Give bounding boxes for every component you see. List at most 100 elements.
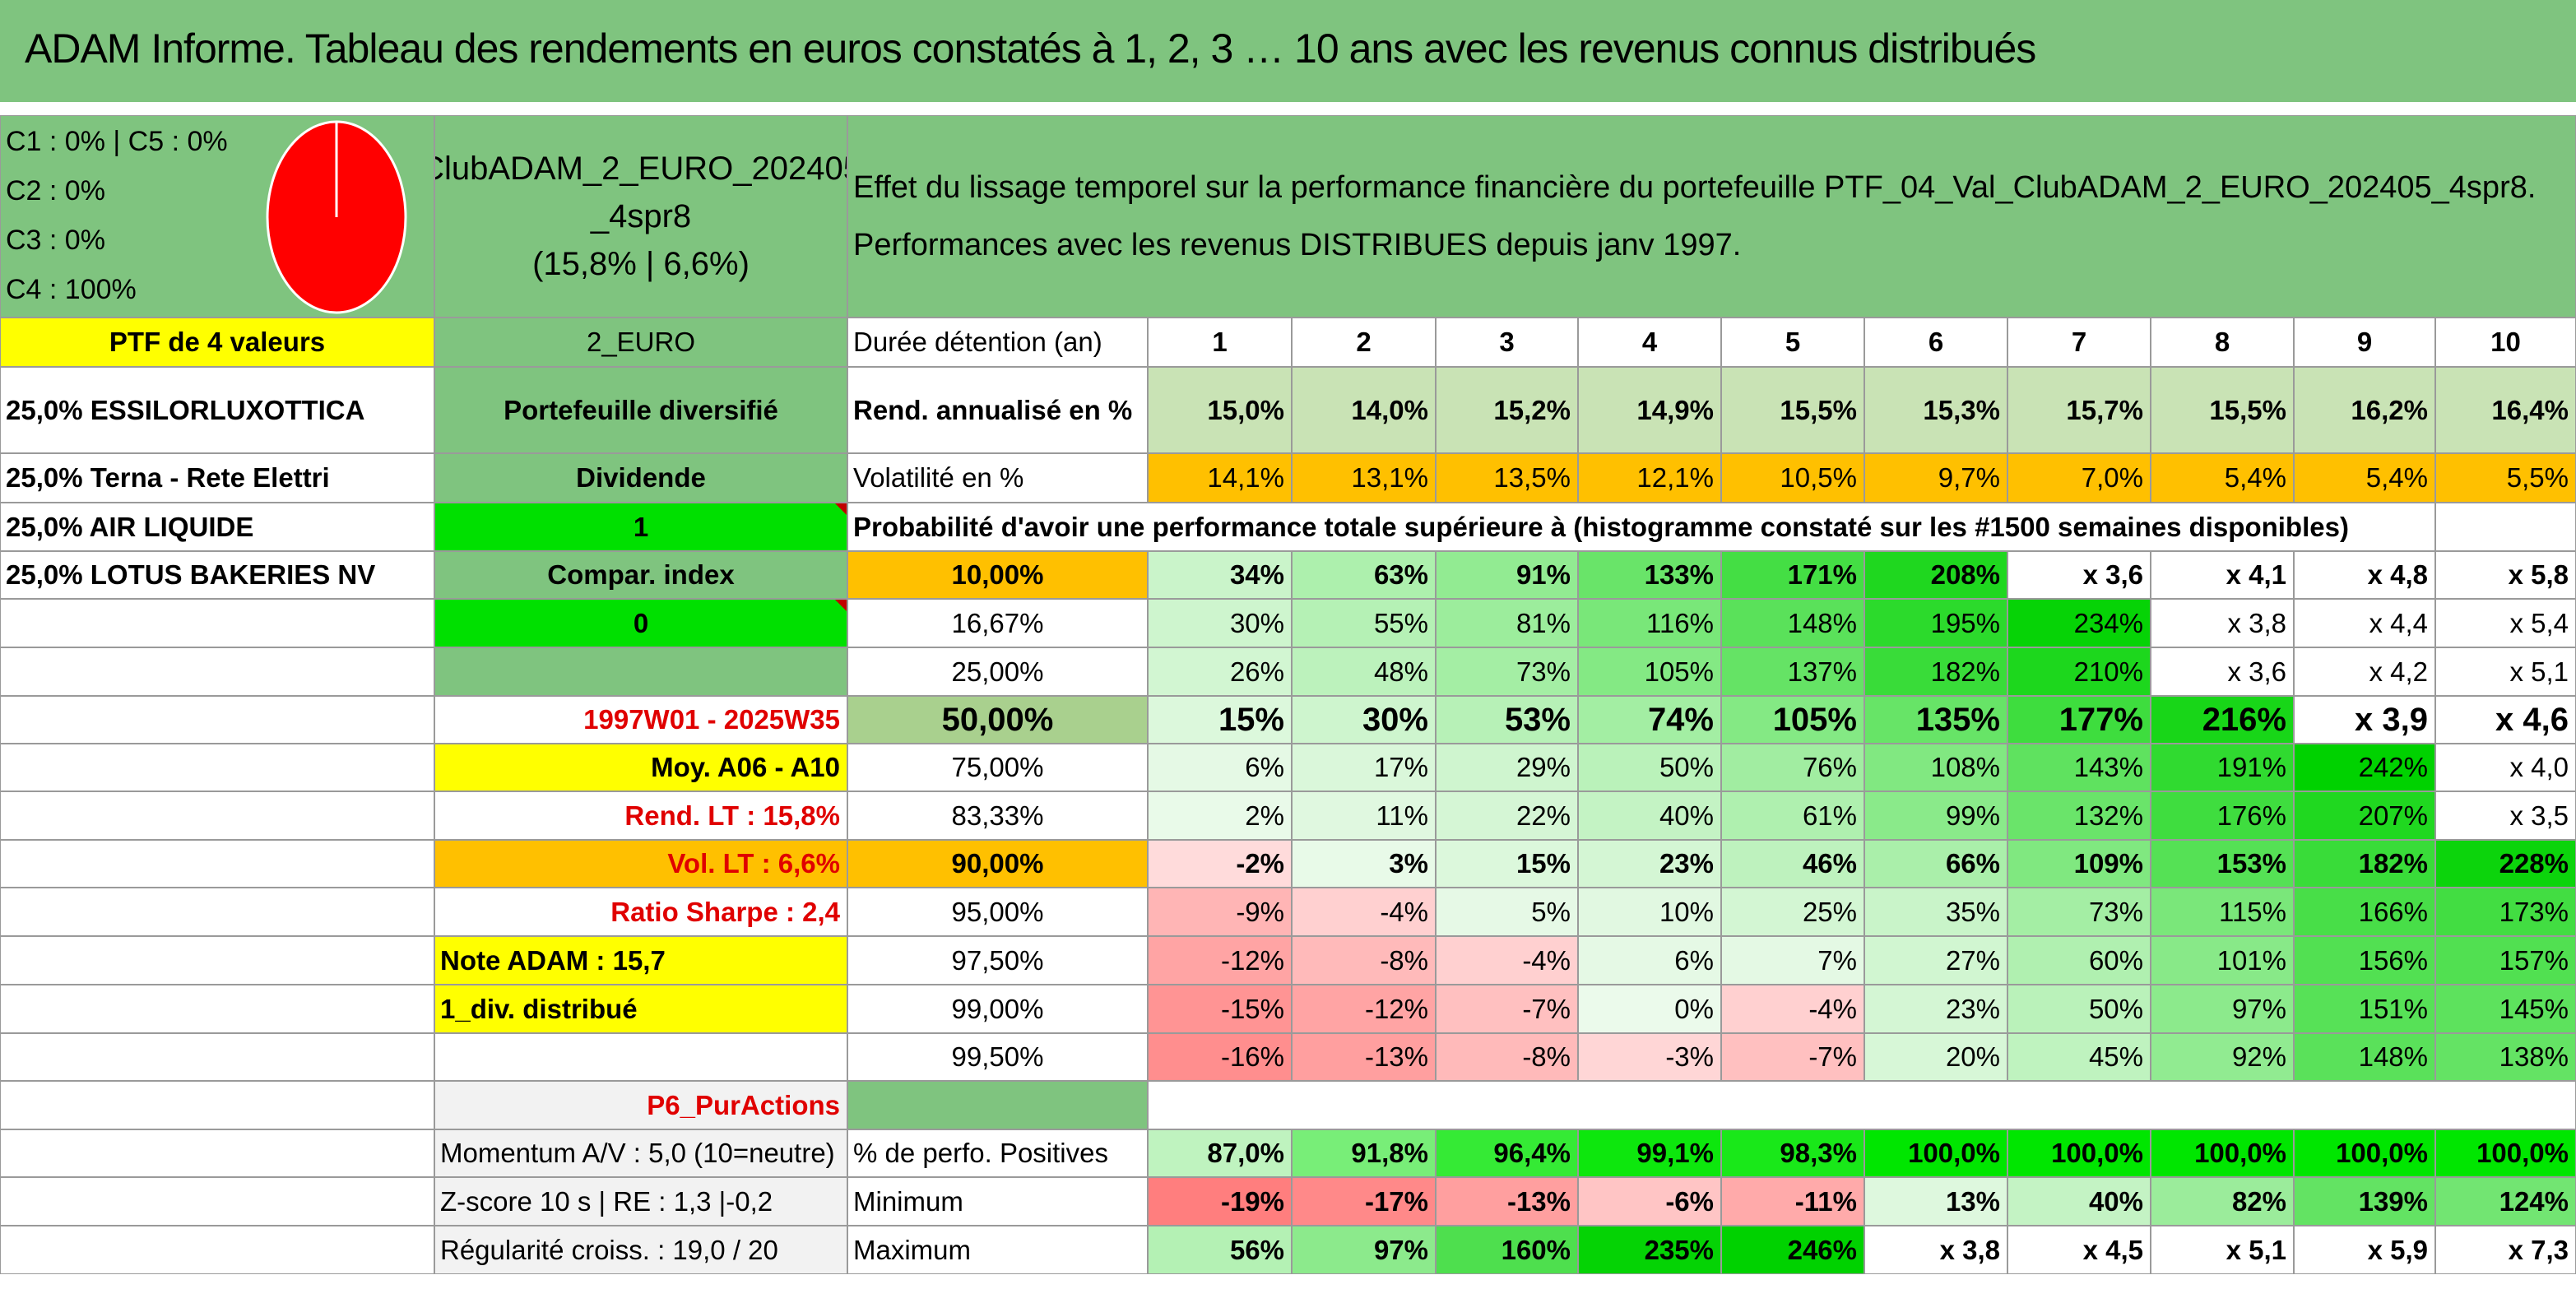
probability-value: 7% — [1721, 936, 1864, 985]
empty-cell — [2435, 503, 2576, 551]
empty-cell — [434, 647, 847, 696]
probability-value: 23% — [1864, 985, 2007, 1033]
probability-value: 73% — [1436, 647, 1578, 696]
probability-value: 15% — [1436, 840, 1578, 888]
probability-threshold: 16,67% — [847, 599, 1148, 647]
volatility-value: 13,5% — [1436, 453, 1578, 503]
positive-perf-value: 100,0% — [2151, 1129, 2294, 1177]
report-title: ADAM Informe. Tableau des rendements en … — [25, 26, 2036, 72]
probability-value: 138% — [2435, 1033, 2576, 1081]
probability-value: -2% — [1148, 840, 1292, 888]
maximum-value: x 4,5 — [2007, 1226, 2151, 1274]
probability-value: 105% — [1721, 696, 1864, 744]
probability-value: x 3,9 — [2294, 696, 2435, 744]
maximum-label: Maximum — [847, 1226, 1148, 1274]
allocation-line: C2 : 0% — [6, 175, 105, 206]
probability-value: 157% — [2435, 936, 2576, 985]
probability-value: 173% — [2435, 888, 2576, 936]
probability-value: 61% — [1721, 791, 1864, 840]
probability-value: 91% — [1436, 551, 1578, 599]
minimum-value: 82% — [2151, 1177, 2294, 1226]
holding-item: 25,0% ESSILORLUXOTTICA — [0, 367, 434, 453]
probability-value: 182% — [2294, 840, 2435, 888]
momentum-label: Momentum A/V : 5,0 (10=neutre) — [434, 1129, 847, 1177]
annual-return-value: 15,3% — [1864, 367, 2007, 453]
probability-value: -4% — [1436, 936, 1578, 985]
maximum-value: 160% — [1436, 1226, 1578, 1274]
probability-threshold: 99,00% — [847, 985, 1148, 1033]
empty-cell — [0, 1033, 434, 1081]
year-header: 2 — [1292, 318, 1436, 367]
maximum-value: 97% — [1292, 1226, 1436, 1274]
probability-threshold: 10,00% — [847, 551, 1148, 599]
positive-perf-value: 98,3% — [1721, 1129, 1864, 1177]
probability-value: x 5,1 — [2435, 647, 2576, 696]
empty-cell — [434, 1033, 847, 1081]
empty-cell — [0, 985, 434, 1033]
probability-value: 151% — [2294, 985, 2435, 1033]
annual-return-label: Rend. annualisé en % — [847, 367, 1148, 453]
empty-cell — [1148, 1081, 2576, 1129]
probability-value: x 4,4 — [2294, 599, 2435, 647]
probability-value: 6% — [1578, 936, 1721, 985]
probability-value: 35% — [1864, 888, 2007, 936]
probability-value: 48% — [1292, 647, 1436, 696]
empty-cell — [0, 936, 434, 985]
positive-perf-value: 99,1% — [1578, 1129, 1721, 1177]
period-label: 1997W01 - 2025W35 — [434, 696, 847, 744]
positive-perf-value: 100,0% — [2435, 1129, 2576, 1177]
probability-value: 74% — [1578, 696, 1721, 744]
portfolio-name-suffix: _4spr8 — [590, 198, 692, 234]
probability-value: 133% — [1578, 551, 1721, 599]
minimum-value: 13% — [1864, 1177, 2007, 1226]
probability-value: x 4,6 — [2435, 696, 2576, 744]
probability-value: x 3,6 — [2151, 647, 2294, 696]
minimum-value: -19% — [1148, 1177, 1292, 1226]
annual-return-value: 16,2% — [2294, 367, 2435, 453]
probability-value: 143% — [2007, 744, 2151, 791]
probability-value: x 3,6 — [2007, 551, 2151, 599]
effect-description-line: Performances avec les revenus DISTRIBUES… — [853, 228, 1742, 262]
positive-perf-value: 100,0% — [2294, 1129, 2435, 1177]
probability-value: 29% — [1436, 744, 1578, 791]
probability-value: 99% — [1864, 791, 2007, 840]
probability-value: 11% — [1292, 791, 1436, 840]
probability-value: 27% — [1864, 936, 2007, 985]
positive-perf-value: 91,8% — [1292, 1129, 1436, 1177]
probability-value: -12% — [1292, 985, 1436, 1033]
probability-threshold: 99,50% — [847, 1033, 1148, 1081]
minimum-value: 40% — [2007, 1177, 2151, 1226]
empty-cell — [0, 888, 434, 936]
portfolio-name-panel: ClubADAM_2_EURO_202405 _4spr8 (15,8% | 6,6… — [434, 115, 847, 318]
year-header: 5 — [1721, 318, 1864, 367]
probability-value: -7% — [1721, 1033, 1864, 1081]
probability-value: 207% — [2294, 791, 2435, 840]
probability-value: 3% — [1292, 840, 1436, 888]
average-label: Moy. A06 - A10 — [434, 744, 847, 791]
probability-value: 115% — [2151, 888, 2294, 936]
annual-return-value: 15,0% — [1148, 367, 1292, 453]
probability-value: -15% — [1148, 985, 1292, 1033]
probability-value: 92% — [2151, 1033, 2294, 1081]
sharpe-ratio: Ratio Sharpe : 2,4 — [434, 888, 847, 936]
probability-value: x 3,8 — [2151, 599, 2294, 647]
holding-item: 25,0% Terna - Rete Elettri — [0, 453, 434, 503]
probability-value: 63% — [1292, 551, 1436, 599]
holding-item: 25,0% AIR LIQUIDE — [0, 503, 434, 551]
probability-value: 15% — [1148, 696, 1292, 744]
long-term-return: Rend. LT : 15,8% — [434, 791, 847, 840]
probability-threshold: 95,00% — [847, 888, 1148, 936]
positive-perf-label: % de perfo. Positives — [847, 1129, 1148, 1177]
probability-value: 45% — [2007, 1033, 2151, 1081]
allocation-line: C4 : 100% — [6, 274, 137, 305]
probability-value: -16% — [1148, 1033, 1292, 1081]
probability-value: x 4,2 — [2294, 647, 2435, 696]
year-header: 4 — [1578, 318, 1721, 367]
year-header: 1 — [1148, 318, 1292, 367]
probability-value: 210% — [2007, 647, 2151, 696]
probability-value: 30% — [1148, 599, 1292, 647]
annual-return-value: 15,5% — [2151, 367, 2294, 453]
probability-value: 109% — [2007, 840, 2151, 888]
category-label: P6_PurActions — [434, 1081, 847, 1129]
dividend-label: Dividende — [434, 453, 847, 503]
